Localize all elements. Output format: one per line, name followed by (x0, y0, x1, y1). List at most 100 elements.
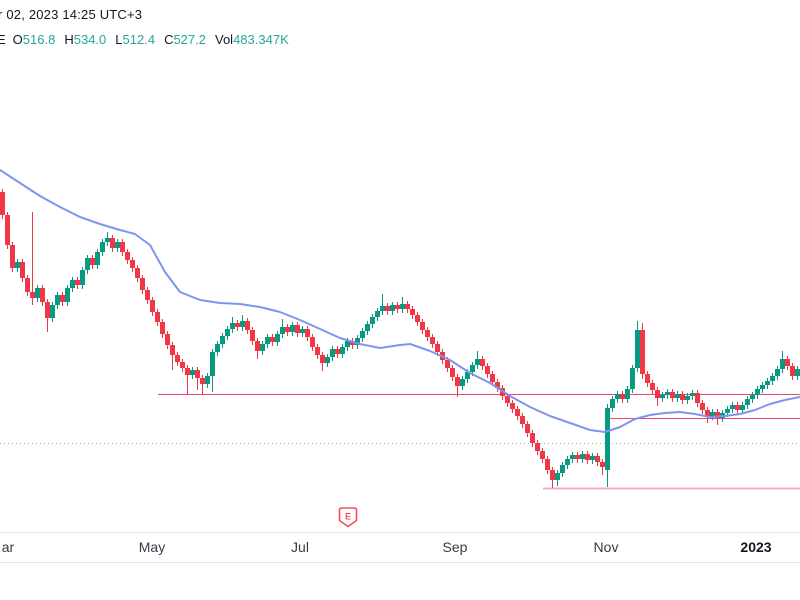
candle-up (770, 376, 775, 381)
candle-up (380, 306, 385, 311)
candle-down (170, 345, 175, 355)
candle-up (80, 270, 85, 285)
candle-down (110, 238, 115, 248)
low-readout: L512.4 (115, 32, 156, 47)
candle-down (545, 459, 550, 470)
candle-down (405, 304, 410, 309)
candle-up (370, 317, 375, 324)
candle-up (470, 365, 475, 372)
candle-up (240, 321, 245, 327)
close-readout: C527.2 (164, 32, 206, 47)
candle-down (525, 424, 530, 433)
candle-up (85, 258, 90, 270)
candle-down (705, 410, 710, 416)
candle-up (570, 455, 575, 459)
candle-up (555, 473, 560, 480)
candle-up (365, 324, 370, 331)
candle-up (630, 368, 635, 389)
candle-down (385, 306, 390, 311)
candle-down (415, 315, 420, 322)
candle-down (200, 378, 205, 384)
candle-down (735, 405, 740, 410)
candle-down (700, 403, 705, 410)
candle-up (635, 330, 640, 368)
candle-up (710, 412, 715, 416)
candle-down (45, 302, 50, 318)
candle-up (690, 393, 695, 396)
candle-up (375, 311, 380, 317)
candle-up (725, 409, 730, 413)
candle-up (300, 329, 305, 333)
candle-up (55, 295, 60, 305)
candle-down (195, 370, 200, 378)
candle-down (455, 377, 460, 386)
candle-down (670, 392, 675, 398)
candle-up (765, 381, 770, 385)
candle-up (15, 262, 20, 268)
candle-up (560, 465, 565, 473)
candle-up (215, 344, 220, 352)
candle-up (590, 456, 595, 460)
candle-up (280, 327, 285, 334)
candle-up (465, 372, 470, 379)
candle-up (100, 242, 105, 252)
candle-down (515, 409, 520, 416)
candle-down (645, 374, 650, 383)
candle-up (390, 305, 395, 311)
candle-up (660, 395, 665, 398)
candle-down (445, 360, 450, 368)
candle-down (540, 451, 545, 459)
candle-down (175, 355, 180, 362)
candle-down (495, 382, 500, 388)
candle-down (250, 330, 255, 341)
candle-down (310, 337, 315, 347)
ma-line[interactable] (0, 169, 800, 433)
candle-up (290, 325, 295, 332)
high-readout: H534.0 (64, 32, 107, 47)
candle-up (275, 334, 280, 342)
candle-up (340, 347, 345, 354)
candle-up (580, 454, 585, 459)
candle-up (225, 329, 230, 336)
candle-down (790, 366, 795, 376)
candle-up (360, 331, 365, 338)
candle-up (795, 369, 800, 376)
earnings-badge-shield (338, 507, 358, 528)
time-axis-label-Nov: Nov (594, 539, 619, 555)
time-axis[interactable]: ar May Jul Sep Nov 2023 (0, 532, 800, 563)
candle-down (130, 260, 135, 268)
candle-down (145, 290, 150, 300)
candle-down (350, 341, 355, 345)
candle-down (655, 390, 660, 398)
candle-down (25, 278, 30, 292)
candle-up (330, 349, 335, 357)
candle-down (305, 329, 310, 337)
candle-up (625, 389, 630, 399)
time-axis-label-Jul: Jul (291, 539, 309, 555)
candle-down (420, 322, 425, 330)
time-axis-label-2023: 2023 (740, 539, 771, 555)
candle-up (265, 337, 270, 344)
candle-up (65, 288, 70, 302)
candle-down (410, 309, 415, 315)
earnings-badge-letter: E (345, 512, 351, 522)
candle-up (745, 399, 750, 405)
candle-down (140, 278, 145, 290)
candle-up (70, 280, 75, 288)
candle-down (165, 334, 170, 345)
candle-down (270, 337, 275, 342)
time-axis-label-May: May (139, 539, 165, 555)
earnings-badge[interactable]: E (338, 507, 358, 528)
candle-down (75, 280, 80, 285)
candle-down (430, 337, 435, 344)
candle-up (760, 385, 765, 389)
candle-down (480, 359, 485, 366)
volume-readout: Vol483.347K (215, 32, 289, 47)
candle-down (150, 300, 155, 312)
candle-down (595, 456, 600, 462)
candle-down (40, 288, 45, 302)
candle-down (320, 355, 325, 363)
candle-up (260, 344, 265, 351)
candle-down (530, 433, 535, 443)
